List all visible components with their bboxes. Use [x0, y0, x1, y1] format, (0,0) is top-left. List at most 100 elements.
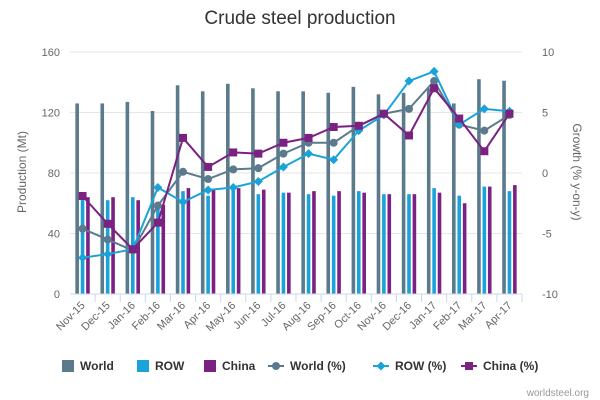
- point-row: [329, 155, 339, 165]
- bar-row: [507, 191, 512, 294]
- bar-row: [80, 197, 85, 294]
- point-china: [254, 149, 263, 158]
- point-china: [153, 218, 162, 227]
- point-china: [354, 121, 363, 130]
- bar-row: [231, 189, 236, 294]
- point-china: [455, 114, 464, 123]
- bar-world: [75, 103, 79, 294]
- bar-china: [86, 197, 90, 294]
- legend-label: ROW (%): [395, 359, 446, 373]
- bar-world: [326, 92, 331, 295]
- legend: World ROW China World (%) ROW (%) China (%): [62, 359, 538, 373]
- bar-world: [276, 91, 280, 294]
- legend-marker: [376, 361, 386, 371]
- bar-row: [482, 186, 487, 294]
- right-tick-label: -5: [542, 229, 552, 241]
- bar-world: [100, 103, 105, 294]
- legend-label: China: [222, 359, 256, 373]
- category-label: Dec-16: [381, 300, 415, 334]
- bar-china: [211, 189, 216, 294]
- point-china: [430, 84, 439, 93]
- bar-world: [301, 91, 305, 294]
- bar-row: [432, 188, 436, 294]
- point-world: [254, 164, 263, 173]
- line-world: [82, 79, 510, 252]
- legend-marker: [465, 362, 473, 370]
- point-row: [103, 249, 113, 259]
- point-china: [179, 133, 187, 142]
- legend-item-row[interactable]: ROW (%): [373, 359, 446, 373]
- credit-text: worldsteel.org: [526, 388, 589, 399]
- point-row: [429, 66, 439, 76]
- bar-row: [331, 195, 336, 294]
- point-row: [404, 76, 414, 86]
- bar-world: [502, 80, 506, 294]
- point-world: [279, 149, 288, 158]
- point-world: [78, 224, 87, 233]
- legend-swatch: [204, 360, 216, 372]
- bar-world: [401, 92, 406, 295]
- line-china: [81, 86, 511, 251]
- bar-china: [287, 192, 291, 294]
- bars: [75, 79, 517, 295]
- bar-china: [312, 191, 316, 294]
- legend-item-world[interactable]: World (%): [268, 359, 346, 373]
- bar-world: [376, 94, 381, 294]
- legend-swatch: [62, 360, 74, 372]
- point-china: [128, 245, 137, 254]
- line-row: [82, 70, 510, 259]
- right-tick-label: 10: [542, 47, 554, 59]
- bar-china: [487, 186, 492, 294]
- bar-china: [412, 194, 417, 294]
- point-row: [228, 183, 238, 193]
- bar-china: [462, 203, 467, 294]
- point-china: [329, 123, 338, 132]
- point-row: [253, 176, 263, 186]
- bar-china: [387, 194, 392, 294]
- right-tick-label: 5: [542, 108, 548, 120]
- legend-swatch: [137, 360, 149, 372]
- point-china: [229, 148, 238, 157]
- left-axis-label: Production (Mt): [15, 131, 29, 213]
- legend-marker: [272, 362, 280, 370]
- bar-row: [181, 191, 185, 294]
- bar-world: [426, 88, 431, 294]
- legend-item-china[interactable]: China: [204, 359, 256, 373]
- point-china: [480, 147, 489, 156]
- bar-world: [125, 101, 130, 294]
- legend-item-row[interactable]: ROW: [137, 359, 185, 373]
- point-row: [354, 126, 364, 136]
- legend-item-china[interactable]: China (%): [461, 359, 538, 373]
- point-china: [204, 162, 213, 171]
- bar-row: [407, 194, 411, 294]
- bar-row: [206, 195, 210, 294]
- left-tick-label: 160: [42, 47, 60, 59]
- category-label: Mar-17: [456, 300, 489, 333]
- bar-china: [437, 192, 442, 294]
- legend-label: World: [80, 359, 114, 373]
- category-label: Apr-17: [483, 300, 515, 332]
- bar-china: [513, 185, 517, 294]
- bar-china: [362, 192, 366, 294]
- category-label: Sep-16: [305, 300, 339, 334]
- bar-china: [236, 188, 241, 294]
- bar-china: [261, 189, 266, 294]
- legend-item-world[interactable]: World: [62, 359, 114, 373]
- category-label: Mar-16: [155, 300, 188, 333]
- right-axis-label: Growth (% y-on-y): [570, 123, 584, 220]
- point-row: [153, 183, 163, 193]
- bar-row: [105, 200, 110, 294]
- left-tick-label: 120: [42, 108, 60, 120]
- bar-row: [306, 194, 311, 294]
- bar-china: [186, 188, 191, 294]
- point-china: [379, 109, 388, 118]
- bar-world: [251, 88, 255, 294]
- bar-row: [457, 195, 462, 294]
- bar-china: [161, 204, 166, 294]
- point-row: [178, 197, 188, 207]
- right-tick-label: -10: [542, 289, 558, 301]
- category-label: Jun-16: [231, 300, 263, 332]
- legend-label: World (%): [290, 359, 346, 373]
- legend-label: ROW: [155, 359, 185, 373]
